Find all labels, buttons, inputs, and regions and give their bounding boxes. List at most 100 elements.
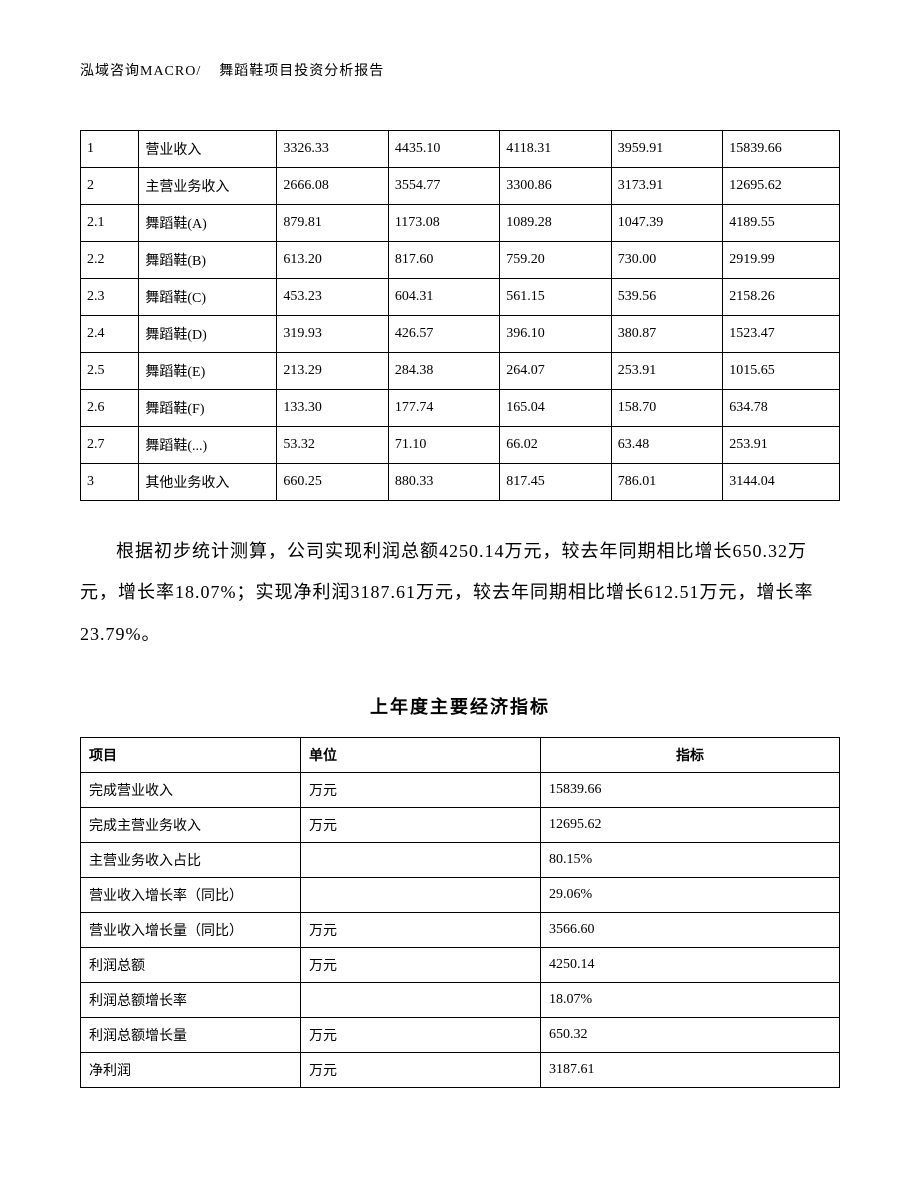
cell-value: 561.15: [500, 279, 611, 316]
cell-value: 660.25: [277, 464, 388, 501]
kpi-unit: 万元: [301, 1018, 541, 1053]
kpi-unit: 万元: [301, 913, 541, 948]
table-row: 2.5 舞蹈鞋(E) 213.29 284.38 264.07 253.91 1…: [81, 353, 840, 390]
kpi-item: 利润总额: [81, 948, 301, 983]
cell-index: 3: [81, 464, 139, 501]
cell-total: 253.91: [723, 427, 840, 464]
kpi-item: 营业收入增长率（同比）: [81, 878, 301, 913]
cell-value: 1089.28: [500, 205, 611, 242]
cell-value: 158.70: [611, 390, 722, 427]
cell-value: 3326.33: [277, 131, 388, 168]
kpi-header-item: 项目: [81, 738, 301, 773]
cell-value: 319.93: [277, 316, 388, 353]
cell-value: 3554.77: [388, 168, 499, 205]
table-row: 1 营业收入 3326.33 4435.10 4118.31 3959.91 1…: [81, 131, 840, 168]
kpi-header-value: 指标: [541, 738, 840, 773]
kpi-value: 3187.61: [541, 1053, 840, 1088]
cell-index: 2.1: [81, 205, 139, 242]
cell-name: 其他业务收入: [139, 464, 277, 501]
kpi-item: 营业收入增长量（同比）: [81, 913, 301, 948]
cell-total: 2919.99: [723, 242, 840, 279]
cell-value: 53.32: [277, 427, 388, 464]
kpi-row: 利润总额增长率 18.07%: [81, 983, 840, 1018]
table-row: 2.4 舞蹈鞋(D) 319.93 426.57 396.10 380.87 1…: [81, 316, 840, 353]
cell-value: 380.87: [611, 316, 722, 353]
cell-value: 66.02: [500, 427, 611, 464]
kpi-value: 650.32: [541, 1018, 840, 1053]
cell-index: 2.7: [81, 427, 139, 464]
cell-value: 133.30: [277, 390, 388, 427]
kpi-row: 营业收入增长量（同比） 万元 3566.60: [81, 913, 840, 948]
revenue-table-body: 1 营业收入 3326.33 4435.10 4118.31 3959.91 1…: [81, 131, 840, 501]
cell-total: 1015.65: [723, 353, 840, 390]
cell-name: 舞蹈鞋(A): [139, 205, 277, 242]
kpi-value: 80.15%: [541, 843, 840, 878]
cell-value: 1047.39: [611, 205, 722, 242]
cell-name: 舞蹈鞋(F): [139, 390, 277, 427]
kpi-item: 净利润: [81, 1053, 301, 1088]
kpi-item: 利润总额增长率: [81, 983, 301, 1018]
kpi-row: 净利润 万元 3187.61: [81, 1053, 840, 1088]
cell-value: 4118.31: [500, 131, 611, 168]
cell-value: 3300.86: [500, 168, 611, 205]
cell-value: 63.48: [611, 427, 722, 464]
cell-value: 71.10: [388, 427, 499, 464]
cell-value: 817.60: [388, 242, 499, 279]
cell-total: 2158.26: [723, 279, 840, 316]
page-header: 泓域咨询MACRO/ 舞蹈鞋项目投资分析报告: [80, 60, 840, 80]
cell-index: 2.2: [81, 242, 139, 279]
table-row: 2.2 舞蹈鞋(B) 613.20 817.60 759.20 730.00 2…: [81, 242, 840, 279]
cell-value: 879.81: [277, 205, 388, 242]
cell-index: 2.5: [81, 353, 139, 390]
header-right: 舞蹈鞋项目投资分析报告: [219, 64, 384, 79]
cell-total: 1523.47: [723, 316, 840, 353]
cell-index: 1: [81, 131, 139, 168]
cell-index: 2.3: [81, 279, 139, 316]
cell-name: 舞蹈鞋(C): [139, 279, 277, 316]
table-row: 2.6 舞蹈鞋(F) 133.30 177.74 165.04 158.70 6…: [81, 390, 840, 427]
cell-value: 604.31: [388, 279, 499, 316]
kpi-unit: [301, 878, 541, 913]
cell-total: 12695.62: [723, 168, 840, 205]
kpi-header-row: 项目 单位 指标: [81, 738, 840, 773]
cell-index: 2.6: [81, 390, 139, 427]
kpi-table: 项目 单位 指标 完成营业收入 万元 15839.66 完成主营业务收入 万元 …: [80, 737, 840, 1088]
cell-value: 165.04: [500, 390, 611, 427]
table-row: 2.1 舞蹈鞋(A) 879.81 1173.08 1089.28 1047.3…: [81, 205, 840, 242]
kpi-row: 利润总额 万元 4250.14: [81, 948, 840, 983]
kpi-item: 完成主营业务收入: [81, 808, 301, 843]
kpi-unit: 万元: [301, 948, 541, 983]
cell-value: 817.45: [500, 464, 611, 501]
kpi-unit: [301, 843, 541, 878]
cell-value: 4435.10: [388, 131, 499, 168]
cell-value: 177.74: [388, 390, 499, 427]
cell-value: 786.01: [611, 464, 722, 501]
cell-name: 主营业务收入: [139, 168, 277, 205]
kpi-row: 完成主营业务收入 万元 12695.62: [81, 808, 840, 843]
cell-value: 284.38: [388, 353, 499, 390]
kpi-value: 3566.60: [541, 913, 840, 948]
cell-total: 15839.66: [723, 131, 840, 168]
cell-value: 539.56: [611, 279, 722, 316]
cell-value: 213.29: [277, 353, 388, 390]
cell-name: 舞蹈鞋(...): [139, 427, 277, 464]
summary-paragraph: 根据初步统计测算，公司实现利润总额4250.14万元，较去年同期相比增长650.…: [80, 531, 840, 655]
table-row: 2.3 舞蹈鞋(C) 453.23 604.31 561.15 539.56 2…: [81, 279, 840, 316]
kpi-item: 利润总额增长量: [81, 1018, 301, 1053]
kpi-unit: 万元: [301, 773, 541, 808]
cell-total: 634.78: [723, 390, 840, 427]
cell-name: 舞蹈鞋(D): [139, 316, 277, 353]
revenue-breakdown-table: 1 营业收入 3326.33 4435.10 4118.31 3959.91 1…: [80, 130, 840, 501]
kpi-value: 18.07%: [541, 983, 840, 1018]
cell-total: 4189.55: [723, 205, 840, 242]
kpi-row: 主营业务收入占比 80.15%: [81, 843, 840, 878]
kpi-row: 营业收入增长率（同比） 29.06%: [81, 878, 840, 913]
cell-value: 2666.08: [277, 168, 388, 205]
table-row: 2.7 舞蹈鞋(...) 53.32 71.10 66.02 63.48 253…: [81, 427, 840, 464]
cell-total: 3144.04: [723, 464, 840, 501]
cell-value: 3959.91: [611, 131, 722, 168]
cell-index: 2.4: [81, 316, 139, 353]
kpi-value: 12695.62: [541, 808, 840, 843]
section-title: 上年度主要经济指标: [80, 693, 840, 719]
cell-name: 营业收入: [139, 131, 277, 168]
